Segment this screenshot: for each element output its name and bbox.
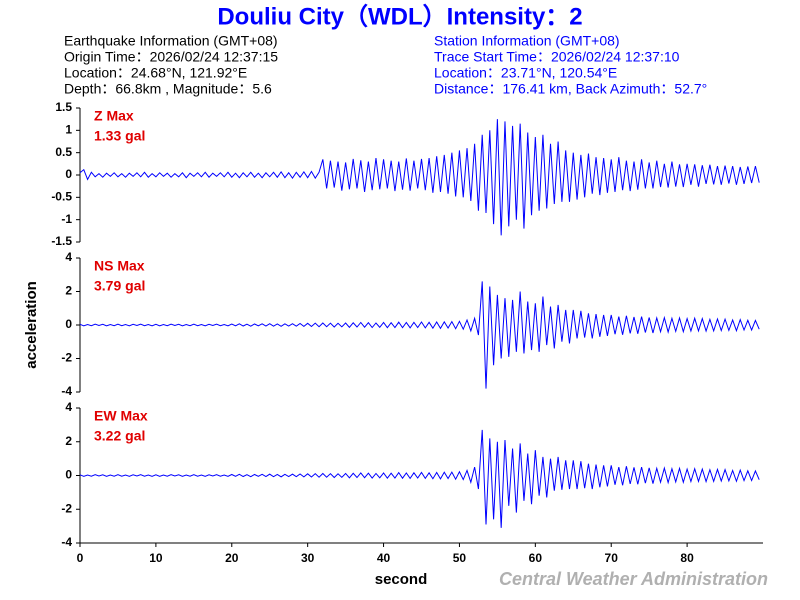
x-axis-label: second — [375, 571, 428, 588]
y-tick-label: 4 — [65, 400, 72, 414]
y-tick-label: -0.5 — [51, 190, 72, 204]
station-info: Station Information (GMT+08) Trace Start… — [434, 33, 707, 97]
panel-label: NS Max — [94, 258, 145, 274]
y-tick-label: -1.5 — [51, 234, 72, 248]
y-tick-label: 0 — [65, 468, 72, 482]
x-tick-label: 0 — [77, 551, 84, 565]
panel-label: EW Max — [94, 408, 148, 424]
info-line: Location：24.68°N, 121.92°E — [64, 65, 247, 81]
y-tick-label: 1 — [65, 123, 72, 137]
x-tick-label: 40 — [377, 551, 391, 565]
y-tick-label: 0 — [65, 317, 72, 331]
info-line: Trace Start Time：2026/02/24 12:37:10 — [434, 49, 680, 65]
y-tick-label: -4 — [61, 384, 72, 398]
info-line: Earthquake Information (GMT+08) — [64, 33, 278, 49]
page-title: Douliu City（WDL）Intensity：2 — [217, 3, 582, 30]
waveform — [79, 119, 760, 236]
x-tick-label: 50 — [453, 551, 467, 565]
info-line: Location：23.71°N, 120.54°E — [434, 65, 617, 81]
x-tick-label: 80 — [680, 551, 694, 565]
y-tick-label: -2 — [61, 351, 72, 365]
waveform — [79, 429, 760, 528]
y-tick-label: -4 — [61, 535, 72, 549]
panel-max: 3.22 gal — [94, 428, 145, 444]
x-tick-label: 20 — [225, 551, 239, 565]
y-tick-label: -1 — [61, 212, 72, 226]
y-tick-label: 2 — [65, 434, 72, 448]
info-line: Station Information (GMT+08) — [434, 33, 620, 49]
x-tick-label: 70 — [605, 551, 619, 565]
waveform — [79, 281, 760, 389]
event-info: Earthquake Information (GMT+08) Origin T… — [64, 33, 278, 97]
info-line: Origin Time：2026/02/24 12:37:15 — [64, 49, 278, 65]
y-tick-label: 0 — [65, 167, 72, 181]
footer: Central Weather Administration — [499, 569, 768, 589]
x-tick-label: 30 — [301, 551, 315, 565]
info-line: Depth：66.8km , Magnitude：5.6 — [64, 81, 272, 97]
panel-max: 1.33 gal — [94, 128, 145, 144]
y-tick-label: 2 — [65, 284, 72, 298]
y-tick-label: 0.5 — [55, 145, 72, 159]
x-tick-label: 60 — [529, 551, 543, 565]
y-tick-label: 1.5 — [55, 100, 72, 114]
y-tick-label: -2 — [61, 501, 72, 515]
panel-max: 3.79 gal — [94, 278, 145, 294]
x-tick-label: 10 — [149, 551, 163, 565]
y-tick-label: 4 — [65, 250, 72, 264]
panel-label: Z Max — [94, 108, 134, 124]
y-axis-label: acceleration — [23, 281, 40, 369]
info-line: Distance：176.41 km, Back Azimuth：52.7° — [434, 81, 707, 97]
